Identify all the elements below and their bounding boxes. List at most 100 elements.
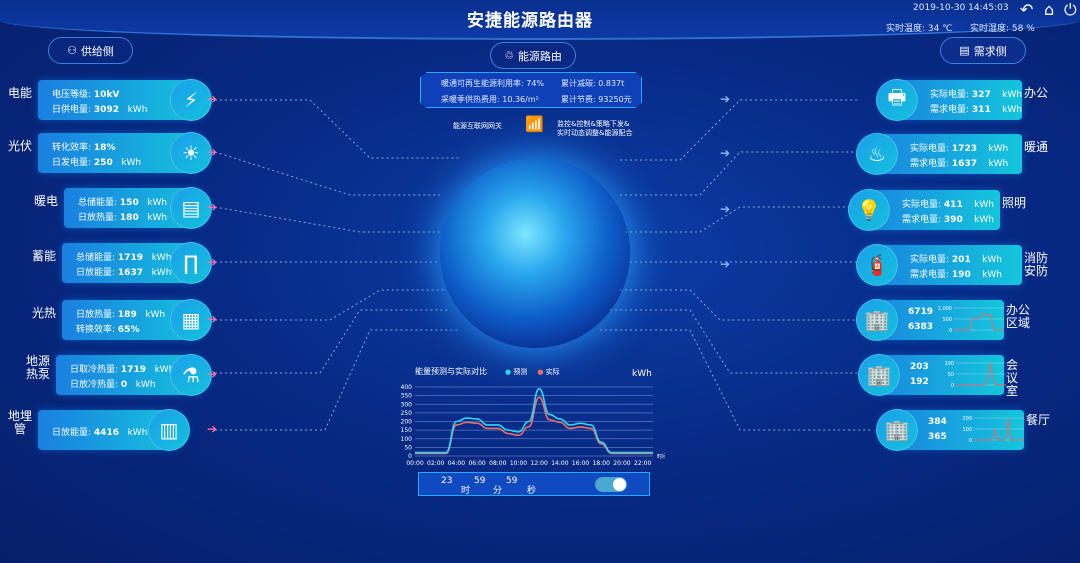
flow-arrow-icon: ➔ bbox=[720, 202, 731, 216]
humidity-value: 58 % bbox=[1011, 24, 1035, 34]
building-icon: 🏢 bbox=[858, 354, 900, 396]
globe-image bbox=[440, 158, 630, 348]
flow-arrow-icon: ➔ bbox=[207, 312, 218, 326]
mini-tick-label: 100 bbox=[962, 427, 972, 433]
x-tick-label: 20:00 bbox=[613, 460, 630, 467]
y-tick-label: 200 bbox=[401, 419, 413, 426]
renewable-rate: 暖通可再生能源利用率: 74% bbox=[441, 79, 545, 88]
supply-side-button[interactable]: ⚇ 供给侧 bbox=[48, 37, 133, 64]
gateway-desc-1: 监控&控制&策略下发& bbox=[557, 120, 630, 128]
mini-tick-label: 500 bbox=[942, 317, 952, 323]
temp-value: 34 ℃ bbox=[927, 24, 953, 34]
mini-tick-label: 200 bbox=[962, 416, 972, 422]
supply-card-0[interactable]: 电压等级: 10kV 日供电量: 3092 kWh ⚡ bbox=[38, 79, 212, 121]
series-line-实际 bbox=[415, 396, 653, 455]
area-card-1[interactable]: 🏢 203 192 100 50 0 bbox=[858, 354, 1006, 396]
y-tick-label: 150 bbox=[401, 427, 413, 434]
supply-icon-6: ▥ bbox=[148, 409, 190, 451]
area-actual: 203 bbox=[910, 362, 929, 372]
humidity-label: 实时湿度: bbox=[970, 24, 1010, 34]
series-line-预测 bbox=[414, 387, 653, 454]
supply-card-2[interactable]: 总储能量: 150 kWh 日放热量: 180 kWh ▤ bbox=[64, 187, 212, 229]
y-tick-label: 300 bbox=[401, 401, 413, 408]
area-actual: 6719 bbox=[908, 307, 934, 317]
demand-side-button[interactable]: ▤ 需求侧 bbox=[940, 37, 1026, 64]
legend-actual: ● 实际 bbox=[537, 368, 560, 376]
supply-label-0: 电能 bbox=[7, 86, 32, 100]
supply-icon-1: ☀ bbox=[170, 132, 212, 174]
demand-icon-1: ♨ bbox=[856, 133, 898, 175]
mini-tick-label: 0 bbox=[969, 438, 972, 444]
gateway-desc-2: 实时动态调整&能源配合 bbox=[557, 129, 633, 137]
y-tick-label: 100 bbox=[401, 436, 413, 443]
mini-tick-label: 1,000 bbox=[938, 306, 952, 312]
demand-card-0[interactable]: 🖶 实际电量: 327 kWh 需求电量: 311 kWh bbox=[876, 79, 1022, 121]
timer-minutes-label: 分 bbox=[493, 486, 503, 496]
home-icon[interactable]: ⌂ bbox=[1044, 0, 1055, 19]
x-tick-label: 10:00 bbox=[510, 460, 527, 467]
area-label-0: 办公区域 bbox=[1005, 303, 1030, 330]
mini-tick-label: 0 bbox=[949, 328, 952, 334]
undo-icon[interactable]: ↶ bbox=[1020, 0, 1034, 19]
summary-panel: 暖通可再生能源利用率: 74% 累计减碳: 0.837t 采暖季供热费用: 10… bbox=[420, 72, 642, 108]
power-icon[interactable]: ⏻ bbox=[1064, 0, 1077, 19]
recycle-icon: ♲ bbox=[504, 49, 514, 62]
area-card-0[interactable]: 🏢 6719 6383 1,000 500 0 bbox=[856, 299, 1004, 341]
toggle-switch[interactable] bbox=[595, 477, 627, 492]
area-mini-chart: 1,000 500 0 bbox=[938, 306, 1004, 334]
flow-arrow-icon: ➔ bbox=[207, 92, 218, 106]
demand-label-2: 照明 bbox=[1001, 196, 1026, 210]
temp-label: 实时温度: bbox=[886, 24, 926, 34]
demand-card-1[interactable]: ♨ 实际电量: 1723 kWh 需求电量: 1637 kWh bbox=[856, 133, 1022, 175]
page-title: 安捷能源路由器 bbox=[467, 11, 593, 31]
supply-label-4: 光热 bbox=[31, 306, 56, 320]
y-tick-label: 0 bbox=[408, 453, 412, 460]
supply-label-3: 蓄能 bbox=[31, 249, 56, 263]
x-axis-label: 时间 bbox=[657, 453, 665, 460]
supply-card-3[interactable]: 总储能量: 1719 kWh 日放能量: 1637 kWh ∏ bbox=[62, 242, 212, 284]
chart-title: 能量预测与实际对比 bbox=[415, 367, 487, 376]
supply-label-2: 暖电 bbox=[33, 194, 58, 208]
demand-card-2[interactable]: 💡 实际电量: 411 kWh 需求电量: 390 kWh bbox=[848, 189, 1000, 231]
heating-cost: 采暖季供热费用: 10.36/m² bbox=[441, 95, 539, 104]
supply-card-4[interactable]: 日放热量: 189 kWh 转换效率: 65% ▦ bbox=[62, 299, 212, 341]
building-icon: 🏢 bbox=[856, 299, 898, 341]
x-tick-label: 12:00 bbox=[531, 460, 548, 467]
x-tick-label: 04:00 bbox=[448, 460, 465, 467]
timer-seconds: 59 bbox=[506, 476, 518, 486]
supply-label-6: 地埋管 bbox=[7, 409, 32, 436]
supply-card-5[interactable]: 日取冷热量: 1719 kWh 日放冷热量: 0 kWh ⚗ bbox=[56, 354, 212, 396]
area-mini-chart: 200 100 0 bbox=[962, 416, 1024, 444]
area-card-2[interactable]: 🏢 384 365 200 100 0 bbox=[876, 409, 1024, 451]
energy-routing-button[interactable]: ♲ 能源路由 bbox=[490, 42, 576, 69]
toggle-knob bbox=[613, 478, 626, 491]
demand-card-3[interactable]: 🧯 实际电量: 201 kWh 需求电量: 190 kWh bbox=[856, 244, 1022, 286]
supply-icon-5: ⚗ bbox=[170, 354, 212, 396]
supply-icon-2: ▤ bbox=[170, 187, 212, 229]
flow-arrow-icon: ➔ bbox=[207, 145, 218, 159]
carbon-reduction: 累计减碳: 0.837t bbox=[561, 79, 625, 88]
x-tick-label: 22:00 bbox=[634, 460, 651, 467]
demand-icon-3: 🧯 bbox=[856, 244, 898, 286]
legend-forecast: ● 预测 bbox=[505, 368, 528, 376]
timer-hours-label: 时 bbox=[461, 486, 471, 496]
supply-icon-0: ⚡ bbox=[170, 79, 212, 121]
x-tick-label: 08:00 bbox=[489, 460, 506, 467]
building-icon: 🏢 bbox=[876, 409, 918, 451]
flow-arrow-icon: ➔ bbox=[720, 146, 731, 160]
mini-series-line bbox=[974, 417, 1024, 441]
demand-icon-2: 💡 bbox=[848, 189, 890, 231]
demand-label: 需求侧 bbox=[973, 44, 1007, 58]
supply-label: 供给侧 bbox=[80, 44, 114, 58]
y-tick-label: 50 bbox=[404, 444, 412, 451]
cost-saving: 累计节费: 93250元 bbox=[561, 95, 632, 104]
supply-card-1[interactable]: 转化效率: 18% 日发电量: 250 kWh ☀ bbox=[38, 132, 212, 174]
area-demand: 365 bbox=[928, 432, 947, 442]
supply-card-6[interactable]: 日放能量: 4416 kWh ▥ bbox=[38, 409, 190, 451]
demand-icon-0: 🖶 bbox=[876, 79, 918, 121]
supply-label-5: 地源热泵 bbox=[25, 354, 50, 381]
gateway-desc: 监控&控制&策略下发& 实时动态调整&能源配合 bbox=[557, 120, 632, 138]
area-label-2: 餐厅 bbox=[1025, 413, 1050, 427]
timer-seconds-label: 秒 bbox=[527, 486, 537, 496]
